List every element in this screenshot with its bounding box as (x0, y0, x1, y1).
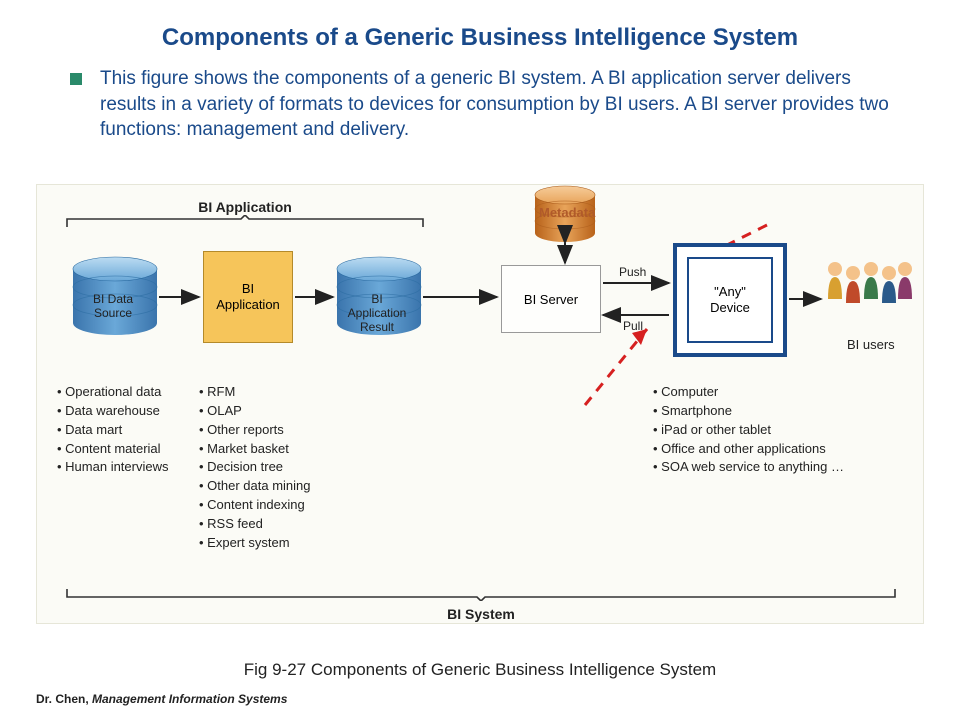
list-item: Smartphone (653, 402, 913, 421)
pull-label: Pull (623, 319, 643, 333)
list-item: Office and other applications (653, 440, 913, 459)
list-item: iPad or other tablet (653, 421, 913, 440)
page-title: Components of a Generic Business Intelli… (0, 0, 960, 52)
list-item: RFM (199, 383, 349, 402)
list-item: Data mart (57, 421, 207, 440)
list-item: Operational data (57, 383, 207, 402)
list-item: Market basket (199, 440, 349, 459)
bi-server-box: BI Server (501, 265, 601, 333)
any-device-box: "Any"Device (673, 243, 787, 357)
bi-application-box-label: BIApplication (216, 281, 280, 312)
app-result-label: BIApplicationResult (329, 293, 425, 334)
list-item: Computer (653, 383, 913, 402)
push-label: Push (619, 265, 646, 279)
list-item: Data warehouse (57, 402, 207, 421)
red-dash-pull (585, 329, 647, 405)
metadata-label: Metadata (539, 205, 595, 220)
footer-author: Dr. Chen, (36, 692, 92, 706)
users-icon (828, 262, 912, 303)
list-item: Expert system (199, 534, 349, 553)
list-item: OLAP (199, 402, 349, 421)
list-item: Human interviews (57, 458, 207, 477)
any-device-label: "Any"Device (710, 284, 750, 315)
data-source-list: Operational dataData warehouseData martC… (57, 383, 207, 477)
bi-users-label: BI users (847, 337, 895, 352)
bi-application-box: BIApplication (203, 251, 293, 343)
bi-server-label: BI Server (524, 292, 578, 307)
description-row: This figure shows the components of a ge… (0, 52, 960, 149)
list-item: Content indexing (199, 496, 349, 515)
data-source-label: BI DataSource (65, 293, 161, 321)
list-item: SOA web service to anything … (653, 458, 913, 477)
list-item: Content material (57, 440, 207, 459)
list-item: Other data mining (199, 477, 349, 496)
bullet-icon (70, 73, 82, 85)
list-item: Other reports (199, 421, 349, 440)
footer-title: Management Information Systems (92, 692, 287, 706)
description-text: This figure shows the components of a ge… (100, 66, 912, 143)
list-item: RSS feed (199, 515, 349, 534)
list-item: Decision tree (199, 458, 349, 477)
footer: Dr. Chen, Management Information Systems (36, 692, 287, 706)
figure-caption: Fig 9-27 Components of Generic Business … (0, 660, 960, 680)
device-list: ComputerSmartphoneiPad or other tabletOf… (653, 383, 913, 477)
diagram-area: BI Application BI System (36, 184, 924, 624)
bi-application-list: RFMOLAPOther reportsMarket basketDecisio… (199, 383, 349, 553)
